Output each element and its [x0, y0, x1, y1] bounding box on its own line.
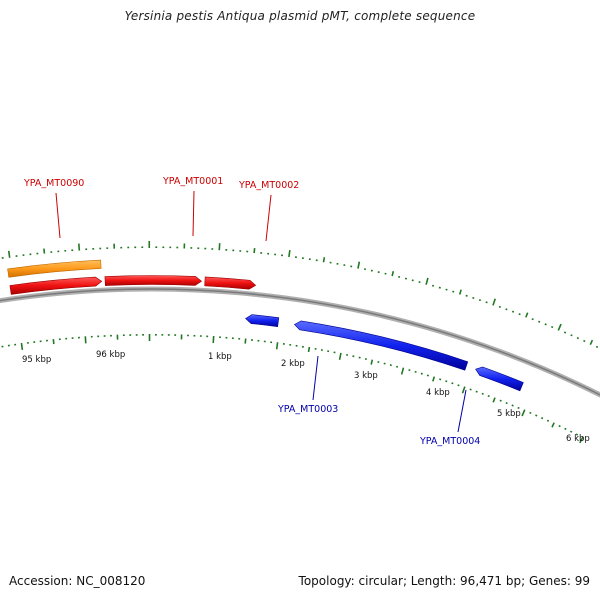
scale-label-4kbp: 4 kbp: [426, 388, 450, 398]
tick-minor: [570, 334, 573, 337]
tick-minor: [575, 433, 579, 436]
scale-label-2kbp: 2 kbp: [281, 359, 305, 369]
tick-major: [7, 250, 11, 258]
gene-label-ypa-mt0003[interactable]: YPA_MT0003: [277, 404, 338, 415]
tick-minor: [475, 390, 478, 393]
tick-minor: [531, 318, 534, 321]
tick-minor: [546, 419, 550, 422]
tick-major: [20, 342, 24, 351]
tick-minor: [322, 257, 326, 263]
map-title: Yersinia pestis Antiqua plasmid pMT, com…: [124, 9, 476, 23]
tick-minor: [525, 312, 529, 318]
scale-label-95kbp: 95 kbp: [22, 355, 51, 365]
scale-label-6kbp: 6 kbp: [566, 434, 590, 444]
tick-minor: [551, 325, 554, 329]
tick-minor: [499, 399, 502, 402]
gene-label-ypa-mt0001[interactable]: YPA_MT0001: [162, 176, 223, 187]
tick-major: [400, 367, 405, 375]
tick-minor: [492, 397, 496, 403]
tick-minor: [307, 346, 311, 353]
tick-minor: [451, 382, 454, 385]
tick-minor: [43, 248, 46, 254]
tick-minor: [563, 331, 567, 334]
tick-minor: [576, 337, 580, 340]
genome-stats-label: Topology: circular; Length: 96,471 bp; G…: [298, 574, 590, 588]
gene-arrow-unnamed-6[interactable]: [475, 366, 524, 392]
tick-minor: [52, 339, 55, 345]
tick-minor: [529, 411, 532, 415]
tick-minor: [538, 320, 541, 323]
tick-minor: [432, 376, 436, 382]
tick-major: [579, 436, 584, 444]
tick-minor: [535, 414, 538, 417]
scale-label-96kbp: 96 kbp: [96, 350, 125, 360]
label-leader-lines: [55, 190, 467, 433]
tick-minor: [505, 308, 508, 311]
tick-minor: [485, 301, 488, 304]
tick-minor: [487, 395, 490, 398]
gene-label-ypa-mt0002[interactable]: YPA_MT0002: [238, 180, 299, 191]
gene-label-ypa-mt0090[interactable]: YPA_MT0090: [23, 178, 84, 189]
tick-minor: [589, 339, 594, 346]
gene-track: [7, 259, 524, 392]
tick-minor: [469, 388, 472, 391]
tick-minor: [511, 310, 515, 313]
tick-minor: [564, 427, 567, 431]
tick-minor: [518, 313, 521, 316]
tick-major: [521, 409, 526, 417]
gene-arrow-ypa_mt0090[interactable]: [7, 259, 102, 278]
tick-minor: [540, 416, 544, 420]
tick-minor: [517, 406, 520, 410]
accession-label: Accession: NC_008120: [9, 574, 146, 588]
tick-minor: [505, 402, 508, 405]
tick-minor: [570, 430, 573, 433]
gene-arrow-ypa_mt0004[interactable]: [293, 320, 469, 371]
tick-major: [338, 352, 342, 360]
tick-major: [492, 298, 497, 306]
leader-ypa-mt0003: [312, 355, 319, 401]
tick-major: [461, 386, 466, 394]
tick-minor: [583, 339, 586, 343]
tick-minor: [370, 359, 374, 365]
tick-minor: [511, 404, 514, 407]
gene-arrow-ypa_mt0001[interactable]: [104, 275, 203, 286]
genome-backbone: [0, 286, 600, 398]
tick-minor: [458, 289, 462, 295]
backbone-arc-core: [0, 288, 600, 396]
scale-label-1kbp: 1 kbp: [208, 352, 232, 362]
leader-ypa-mt0001: [192, 190, 195, 237]
leader-ypa-mt0002: [265, 194, 272, 242]
tick-minor: [457, 384, 460, 387]
tick-minor: [391, 271, 395, 277]
gene-labels: YPA_MT0090 YPA_MT0001 YPA_MT0002 YPA_MT0…: [23, 176, 480, 447]
gene-arrow-ypa_mt0002[interactable]: [204, 276, 257, 290]
tick-minor: [551, 422, 555, 428]
outer-tick-ring: [1, 241, 599, 349]
tick-minor: [544, 323, 547, 326]
scale-labels: 95 kbp 96 kbp 1 kbp 2 kbp 3 kbp 4 kbp 5 …: [22, 350, 590, 444]
tick-minor: [481, 392, 484, 395]
tick-minor: [478, 299, 482, 302]
tick-minor: [498, 305, 501, 308]
tick-major: [425, 277, 429, 285]
leader-ypa-mt0090: [55, 192, 61, 239]
tick-minor: [595, 345, 599, 349]
tick-major: [557, 323, 562, 331]
scale-label-5kbp: 5 kbp: [497, 409, 521, 419]
gene-arrow-ypa_mt0003[interactable]: [245, 314, 280, 327]
tick-major: [357, 261, 361, 269]
tick-major: [288, 249, 291, 258]
leader-ypa-mt0004: [457, 389, 467, 433]
gene-label-ypa-mt0004[interactable]: YPA_MT0004: [419, 436, 480, 447]
scale-label-3kbp: 3 kbp: [354, 371, 378, 381]
tick-major: [275, 342, 279, 350]
tick-minor: [558, 425, 561, 428]
inner-tick-ring: [1, 334, 584, 444]
gene-arrow-ypa_mt0090[interactable]: [9, 276, 103, 295]
